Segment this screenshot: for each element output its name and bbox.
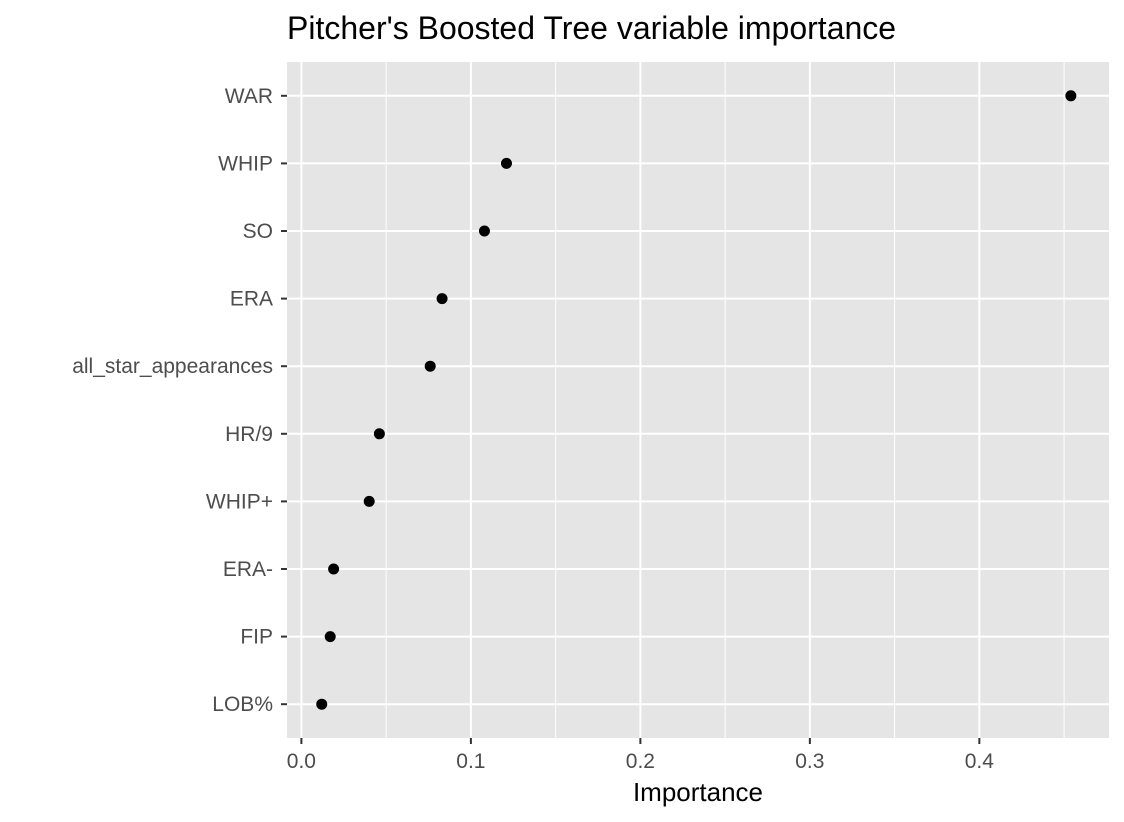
plot-panel — [287, 62, 1109, 738]
x-tick-label: 0.3 — [795, 750, 824, 773]
y-tick-label: WAR — [225, 85, 273, 108]
y-axis: WAR WHIP SO ERA all_star_appearances HR/9 WHIP… — [72, 85, 287, 716]
y-tick-label: WHIP+ — [206, 490, 273, 513]
data-point — [436, 293, 448, 305]
data-point — [424, 360, 436, 372]
data-points — [316, 90, 1077, 710]
y-tick-label: HR/9 — [225, 423, 273, 446]
x-tick-label: 0.0 — [287, 750, 316, 773]
y-tick-label: all_star_appearances — [72, 355, 273, 378]
y-tick-label: FIP — [240, 626, 273, 649]
x-axis-title: Importance — [633, 777, 763, 807]
y-tick-label: LOB% — [212, 693, 273, 716]
y-tick-label: ERA- — [223, 558, 273, 581]
x-tick-label: 0.2 — [626, 750, 655, 773]
data-point — [478, 225, 490, 237]
grid-lines — [287, 62, 1109, 738]
x-tick-label: 0.1 — [456, 750, 485, 773]
x-tick-label: 0.4 — [965, 750, 995, 773]
data-point — [324, 631, 336, 643]
data-point — [363, 495, 375, 507]
data-point — [328, 563, 340, 575]
x-axis: 0.0 0.1 0.2 0.3 0.4 — [287, 738, 994, 773]
y-tick-label: ERA — [230, 288, 273, 311]
data-point — [373, 428, 385, 440]
data-point — [316, 698, 328, 710]
y-tick-label: WHIP — [218, 152, 273, 175]
data-point — [500, 157, 512, 169]
chart-title: Pitcher's Boosted Tree variable importan… — [287, 10, 896, 46]
data-point — [1065, 90, 1077, 102]
y-tick-label: SO — [243, 220, 273, 243]
